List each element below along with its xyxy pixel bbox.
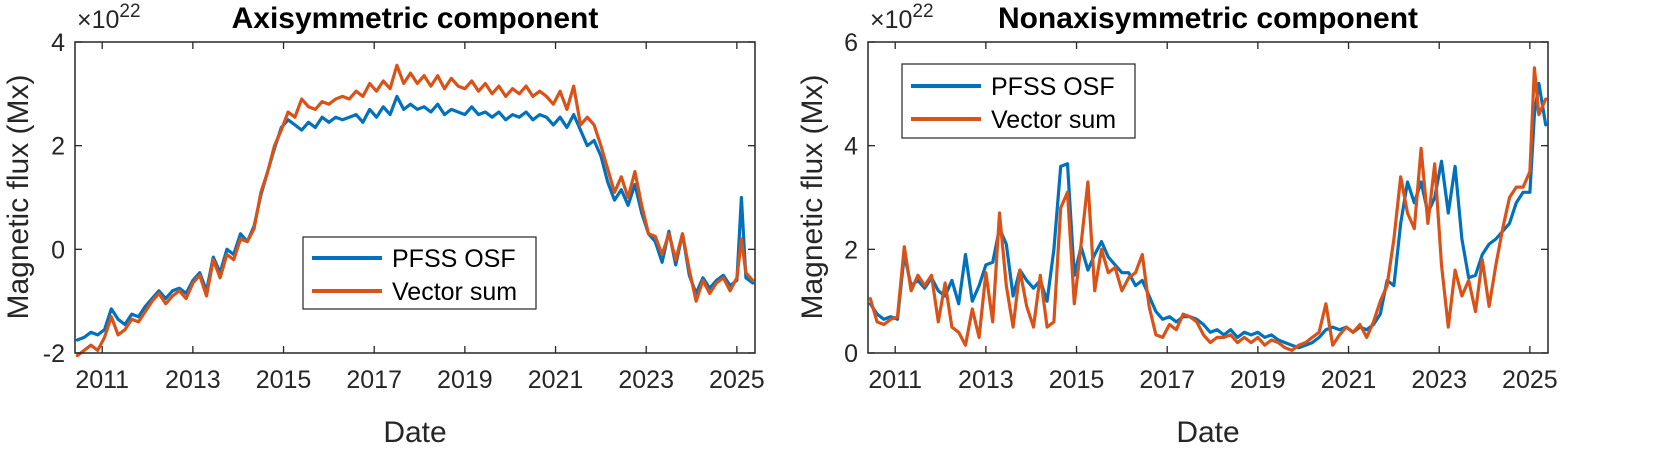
legend-label-vector-sum: Vector sum	[991, 106, 1116, 134]
axes-frame	[867, 41, 1549, 354]
y-tick-label: 4	[51, 29, 65, 57]
x-tick-label: 2025	[1502, 366, 1558, 394]
y-tick-label: 0	[844, 340, 858, 368]
y-tick-label: 4	[844, 133, 858, 161]
x-tick-label: 2019	[1230, 366, 1286, 394]
y-exponent-power: 22	[119, 1, 140, 22]
legend-box	[302, 236, 537, 310]
y-tick-label: 2	[844, 236, 858, 264]
chart-title: Axisymmetric component	[232, 2, 599, 35]
x-tick-label: 2017	[1139, 366, 1195, 394]
chart-legend: PFSS OSF Vector sum	[302, 236, 537, 310]
y-tick-label: 6	[844, 29, 858, 57]
y-tick-label: 0	[51, 236, 65, 264]
x-tick-label: 2017	[346, 366, 402, 394]
legend-label-vector-sum: Vector sum	[392, 278, 517, 306]
chart-title: Nonaxisymmetric component	[998, 2, 1418, 35]
y-exponent-prefix: ×10	[870, 6, 912, 34]
legend-label-pfss-osf: PFSS OSF	[991, 73, 1115, 101]
x-tick-label: 2021	[1321, 366, 1377, 394]
series-line-vector-sum	[868, 66, 1548, 352]
y-exponent-label: ×1022	[77, 1, 141, 34]
axis-ticks: 2011 2013 2015 2017 2019 2021 2023 2025 0 2 4 6	[844, 29, 1558, 394]
plot-series	[75, 63, 755, 358]
series-line-vector-sum	[75, 63, 755, 358]
x-tick-label: 2011	[75, 366, 129, 394]
legend-label-pfss-osf: PFSS OSF	[392, 245, 516, 273]
y-exponent-prefix: ×10	[77, 6, 119, 34]
x-tick-label: 2025	[709, 366, 765, 394]
y-axis-label: Magnetic flux (Mx)	[2, 74, 35, 319]
x-tick-label: 2011	[868, 366, 922, 394]
x-tick-label: 2015	[1049, 366, 1105, 394]
x-tick-label: 2023	[1411, 366, 1467, 394]
x-tick-label: 2021	[528, 366, 584, 394]
y-tick-label: 2	[51, 133, 65, 161]
y-tick-label: -2	[43, 340, 65, 368]
axis-ticks: 2011 2013 2015 2017 2019 2021 2023 2025 -2 0 2 4	[43, 29, 765, 394]
legend-box	[901, 63, 1136, 139]
x-tick-label: 2019	[437, 366, 493, 394]
x-axis-label: Date	[383, 416, 446, 449]
x-tick-label: 2013	[165, 366, 221, 394]
plot-series	[868, 66, 1548, 352]
x-tick-label: 2015	[256, 366, 312, 394]
nonaxisymmetric-panel: 2011 2013 2015 2017 2019 2021 2023 2025 0 2 4 6 Non…	[796, 1, 1558, 449]
chart-legend: PFSS OSF Vector sum	[901, 63, 1136, 139]
y-exponent-label: ×1022	[870, 1, 934, 34]
x-tick-label: 2013	[958, 366, 1014, 394]
y-axis-label: Magnetic flux (Mx)	[796, 74, 829, 319]
axisymmetric-panel: 2011 2013 2015 2017 2019 2021 2023 2025 -2 0 2 4 Ax…	[2, 1, 765, 449]
x-axis-label: Date	[1176, 416, 1239, 449]
x-tick-label: 2023	[618, 366, 674, 394]
y-exponent-power: 22	[912, 1, 933, 22]
axes-frame	[74, 41, 756, 354]
